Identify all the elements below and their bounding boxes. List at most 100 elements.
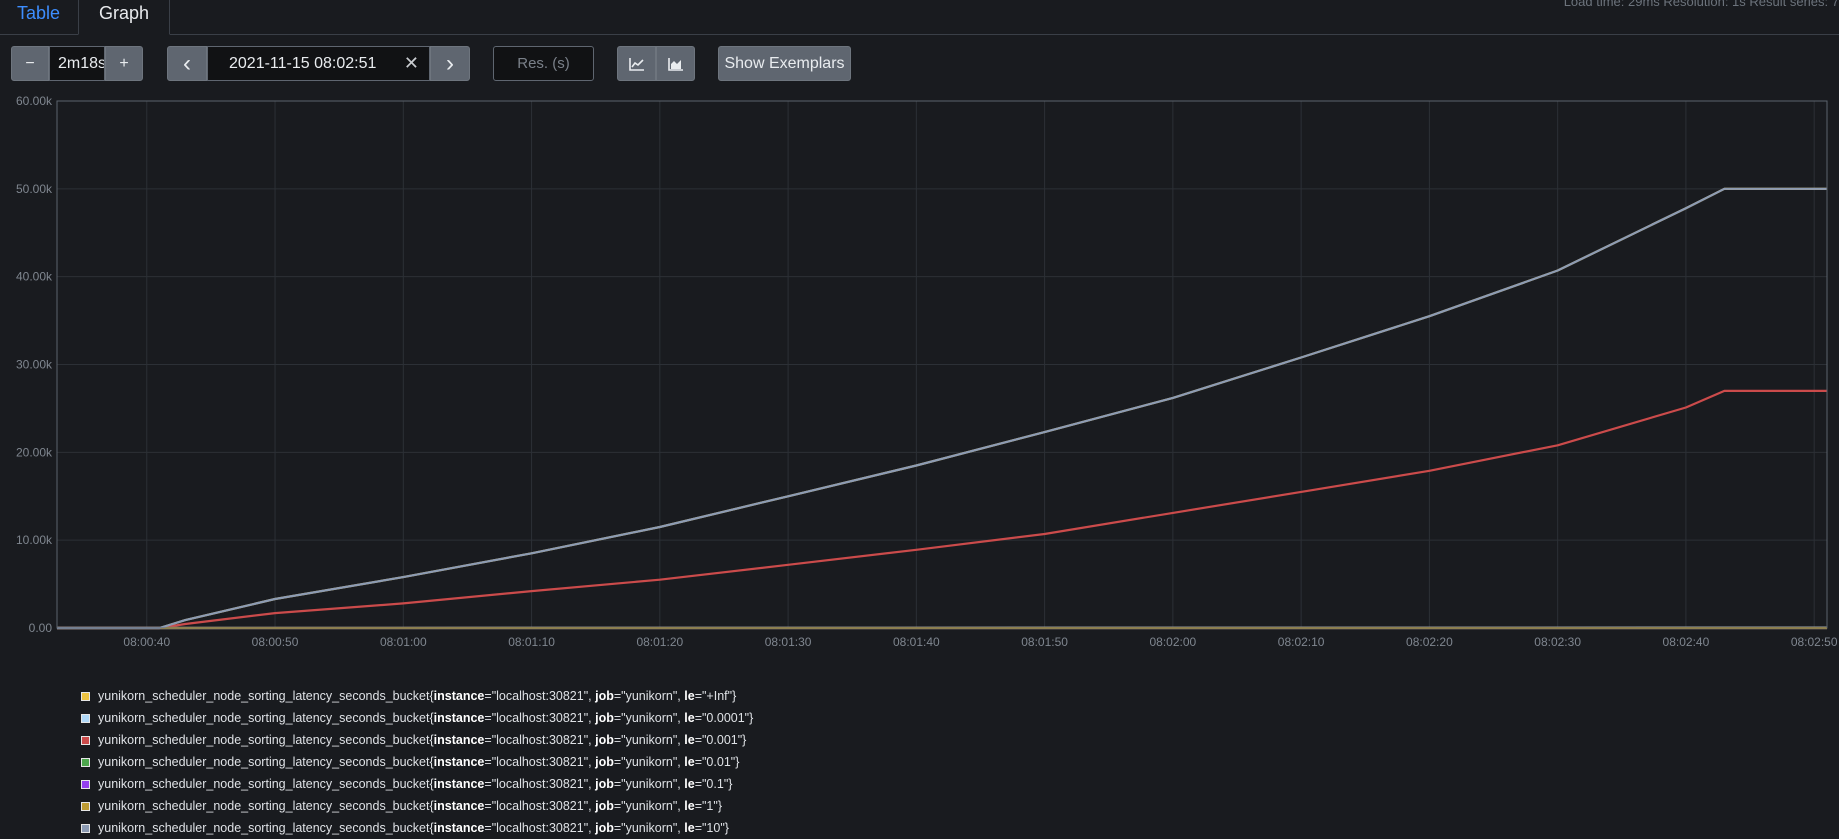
decrease-range-button[interactable]: − — [11, 46, 49, 81]
legend: yunikorn_scheduler_node_sorting_latency_… — [81, 685, 753, 839]
legend-item[interactable]: yunikorn_scheduler_node_sorting_latency_… — [81, 773, 753, 795]
label-value: "0.1" — [702, 777, 728, 791]
label-value: "+Inf" — [702, 689, 732, 703]
unstacked-chart-button[interactable] — [617, 46, 656, 81]
label-value: "yunikorn" — [621, 711, 677, 725]
label-value: "localhost:30821" — [492, 711, 588, 725]
label-key: job — [595, 755, 614, 769]
metric-name: yunikorn_scheduler_node_sorting_latency_… — [98, 689, 429, 703]
x-tick-label: 08:01:50 — [1021, 635, 1068, 649]
label-key: le — [684, 711, 694, 725]
series-color-swatch — [81, 714, 90, 723]
label-value: "localhost:30821" — [492, 821, 588, 835]
label-value: "yunikorn" — [621, 733, 677, 747]
legend-item[interactable]: yunikorn_scheduler_node_sorting_latency_… — [81, 795, 753, 817]
resolution-input[interactable]: Res. (s) — [493, 46, 594, 81]
series-color-swatch — [81, 780, 90, 789]
label-key: instance — [434, 799, 485, 813]
x-tick-label: 08:01:30 — [765, 635, 812, 649]
label-key: instance — [434, 711, 485, 725]
end-time-value: 2021-11-15 08:02:51 — [229, 55, 376, 72]
chart-series — [57, 189, 1827, 628]
legend-item[interactable]: yunikorn_scheduler_node_sorting_latency_… — [81, 751, 753, 773]
show-exemplars-button[interactable]: Show Exemplars — [718, 46, 851, 81]
legend-label: yunikorn_scheduler_node_sorting_latency_… — [98, 755, 739, 769]
label-value: "0.001" — [702, 733, 742, 747]
graph-chart[interactable]: 0.0010.00k20.00k30.00k40.00k50.00k60.00k… — [0, 95, 1839, 655]
tab-graph[interactable]: Graph — [78, 0, 170, 35]
label-value: "0.01" — [702, 755, 735, 769]
stacked-chart-button[interactable] — [656, 46, 695, 81]
series-line[interactable] — [57, 189, 1827, 628]
label-value: "1" — [702, 799, 718, 813]
label-key: le — [684, 733, 694, 747]
label-key: le — [684, 799, 694, 813]
x-tick-label: 08:02:40 — [1663, 635, 1710, 649]
label-key: le — [684, 777, 694, 791]
series-color-swatch — [81, 736, 90, 745]
label-value: "10" — [702, 821, 725, 835]
series-line[interactable] — [57, 189, 1827, 628]
y-tick-label: 10.00k — [16, 533, 53, 547]
x-tick-label: 08:01:40 — [893, 635, 940, 649]
label-key: instance — [434, 689, 485, 703]
legend-label: yunikorn_scheduler_node_sorting_latency_… — [98, 711, 753, 725]
series-color-swatch — [81, 692, 90, 701]
x-tick-label: 08:02:50 — [1791, 635, 1838, 649]
minus-icon: − — [25, 55, 34, 73]
label-key: le — [684, 755, 694, 769]
y-tick-label: 60.00k — [16, 95, 53, 108]
chart-grid — [57, 101, 1827, 628]
label-value: "yunikorn" — [621, 821, 677, 835]
x-tick-label: 08:02:30 — [1534, 635, 1581, 649]
label-key: job — [595, 733, 614, 747]
x-tick-label: 08:02:10 — [1278, 635, 1325, 649]
metric-name: yunikorn_scheduler_node_sorting_latency_… — [98, 711, 429, 725]
metric-name: yunikorn_scheduler_node_sorting_latency_… — [98, 799, 429, 813]
y-tick-label: 20.00k — [16, 445, 53, 459]
tab-bar: Table Graph Load time: 29ms Resolution: … — [0, 0, 1839, 35]
label-value: "localhost:30821" — [492, 755, 588, 769]
label-value: "0.0001" — [702, 711, 749, 725]
legend-label: yunikorn_scheduler_node_sorting_latency_… — [98, 821, 729, 835]
clear-icon[interactable]: ✕ — [404, 47, 419, 80]
line-chart-icon — [629, 57, 645, 71]
legend-label: yunikorn_scheduler_node_sorting_latency_… — [98, 689, 736, 703]
x-tick-label: 08:01:20 — [636, 635, 683, 649]
label-key: job — [595, 711, 614, 725]
label-key: instance — [434, 821, 485, 835]
label-key: instance — [434, 733, 485, 747]
plus-icon: + — [119, 55, 128, 73]
metric-name: yunikorn_scheduler_node_sorting_latency_… — [98, 821, 429, 835]
label-key: job — [595, 689, 614, 703]
x-tick-label: 08:01:10 — [508, 635, 555, 649]
label-key: le — [684, 689, 694, 703]
legend-item[interactable]: yunikorn_scheduler_node_sorting_latency_… — [81, 707, 753, 729]
label-key: instance — [434, 755, 485, 769]
label-key: job — [595, 799, 614, 813]
tab-table[interactable]: Table — [0, 0, 77, 34]
label-key: instance — [434, 777, 485, 791]
previous-time-button[interactable]: ‹ — [167, 46, 207, 81]
series-color-swatch — [81, 802, 90, 811]
legend-label: yunikorn_scheduler_node_sorting_latency_… — [98, 733, 746, 747]
next-time-button[interactable]: › — [430, 46, 470, 81]
label-value: "yunikorn" — [621, 777, 677, 791]
series-color-swatch — [81, 824, 90, 833]
label-value: "localhost:30821" — [492, 689, 588, 703]
metric-name: yunikorn_scheduler_node_sorting_latency_… — [98, 777, 429, 791]
y-tick-label: 30.00k — [16, 358, 53, 372]
legend-label: yunikorn_scheduler_node_sorting_latency_… — [98, 799, 722, 813]
increase-range-button[interactable]: + — [105, 46, 143, 81]
range-input[interactable]: 2m18s — [49, 46, 105, 81]
label-value: "yunikorn" — [621, 755, 677, 769]
label-key: job — [595, 821, 614, 835]
x-tick-label: 08:00:40 — [123, 635, 170, 649]
legend-item[interactable]: yunikorn_scheduler_node_sorting_latency_… — [81, 685, 753, 707]
legend-item[interactable]: yunikorn_scheduler_node_sorting_latency_… — [81, 729, 753, 751]
x-tick-label: 08:02:00 — [1150, 635, 1197, 649]
label-key: job — [595, 777, 614, 791]
end-time-input[interactable]: 2021-11-15 08:02:51 ✕ — [207, 46, 430, 81]
series-line[interactable] — [57, 391, 1827, 628]
